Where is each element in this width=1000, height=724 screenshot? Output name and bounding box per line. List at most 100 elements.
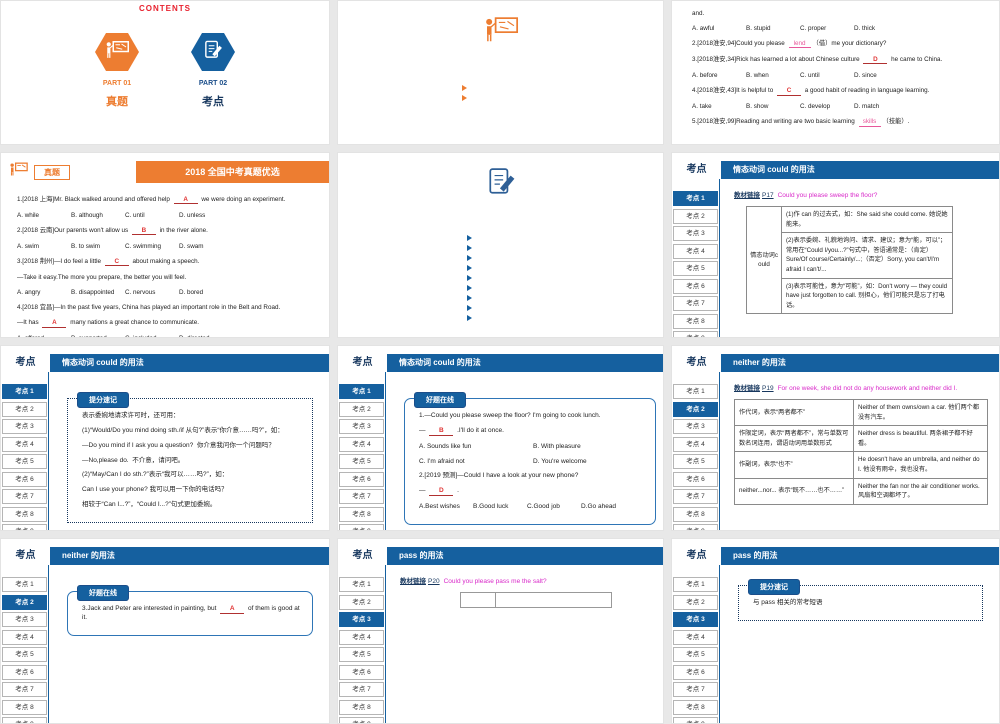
sidebar-item-kaodian[interactable]: 考点 2 — [2, 401, 47, 417]
sidebar-item-kaodian[interactable]: 考点 5 — [673, 454, 718, 469]
sidebar-item-kaodian[interactable]: 考点 8 — [2, 699, 47, 715]
sidebar-item-kaodian[interactable]: 考点 4 — [2, 436, 47, 452]
sidebar-item-kaodian[interactable]: 考点 3 — [339, 419, 384, 434]
option-a: A.Best wishes — [419, 503, 460, 511]
sidebar-item-kaodian[interactable]: 考点 1 — [673, 577, 718, 592]
text-line: A. angry B. disappointed C. nervous D. bore… — [17, 289, 321, 296]
sidebar-item-label: 考点 7 — [15, 493, 34, 500]
sidebar-item-kaodian[interactable]: 考点 9 — [673, 524, 718, 530]
sidebar-item-kaodian[interactable]: 考点 5 — [339, 454, 384, 469]
sidebar-item-kaodian[interactable]: 考点 4 — [673, 243, 718, 259]
note-text: 表示委婉地请求许可时，还可用： — [82, 412, 180, 419]
sidebar-item-kaodian[interactable]: 考点 7 — [2, 682, 47, 697]
sidebar-item-kaodian[interactable]: 考点 9 — [673, 717, 718, 723]
could-usage-table: 情态动词could (1)作 can 的过去式，如：She said she c… — [746, 206, 953, 315]
sidebar-item-kaodian[interactable]: 考点 8 — [339, 506, 384, 522]
sidebar-item-kaodian[interactable]: 考点 8 — [2, 506, 47, 522]
sidebar-item-kaodian[interactable]: 考点 7 — [339, 682, 384, 697]
table-row: (3)表示可能性，意为“可能”，如：Don't worry — they cou… — [782, 279, 952, 314]
sidebar-item-kaodian[interactable]: 考点 7 — [2, 489, 47, 504]
part1-block[interactable]: PART 01 真题 — [95, 33, 139, 109]
sidebar-item-kaodian[interactable]: 考点 5 — [673, 647, 718, 662]
sidebar-item-kaodian[interactable]: 考点 6 — [2, 471, 47, 487]
kaodian-header: 考点 neither 的用法 — [1, 547, 329, 565]
sidebar-item-kaodian[interactable]: 考点 9 — [2, 524, 47, 530]
slide-divider-part2[interactable] — [337, 152, 664, 338]
sidebar-item-kaodian[interactable]: 考点 1 — [339, 577, 384, 592]
sidebar-item-label: 考点 4 — [686, 440, 705, 448]
sidebar-item-kaodian[interactable]: 考点 4 — [673, 436, 718, 452]
sidebar-item-kaodian[interactable]: 考点 8 — [673, 506, 718, 522]
sidebar-item-kaodian[interactable]: 考点 2 — [2, 594, 47, 610]
sidebar-item-kaodian[interactable]: 考点 3 — [673, 419, 718, 434]
slide-could-haoti[interactable]: 考点 情态动词 could 的用法 考点 1 考点 2 考点 3 考点 4 考点 5 考点… — [337, 345, 664, 531]
triangle-bullet-icon — [467, 235, 472, 241]
text-line: 3.[2018淮安,34]Rick has learned a lot abou… — [692, 56, 993, 65]
sidebar-item-kaodian[interactable]: 考点 9 — [2, 717, 47, 723]
sidebar-item-kaodian[interactable]: 考点 2 — [673, 401, 718, 417]
sidebar-item-kaodian[interactable]: 考点 5 — [339, 647, 384, 662]
answer-word: lend — [788, 40, 811, 49]
table-cell-example: Neither dress is beautiful. 两条裙子都不好看。 — [858, 430, 973, 447]
sidebar-item-kaodian[interactable]: 考点 6 — [673, 278, 718, 294]
slide-pass-textbook-link[interactable]: 考点 pass 的用法 考点 1 考点 2 考点 3 考点 4 考点 5 考点 6 考点 7… — [337, 538, 664, 724]
slide-content: 好题在线 1.—Could you please sweep the floor… — [386, 372, 663, 530]
slide-divider-part1[interactable] — [337, 0, 664, 145]
option-b: B. when — [746, 72, 769, 80]
sidebar-item-kaodian[interactable]: 考点 7 — [673, 296, 718, 311]
sidebar-item-kaodian[interactable]: 考点 1 — [2, 384, 47, 399]
slide-zhenti-2018[interactable]: 真题 2018 全国中考真题优选 1.[2018 上海]Mr. Black wa… — [0, 152, 330, 338]
sidebar-item-kaodian[interactable]: 考点 8 — [673, 313, 718, 329]
sidebar-item-kaodian[interactable]: 考点 3 — [339, 612, 384, 627]
sidebar-item-kaodian[interactable]: 考点 5 — [2, 647, 47, 662]
slide-pass-tifen[interactable]: 考点 pass 的用法 考点 1 考点 2 考点 3 考点 4 考点 5 考点 6 考点 7… — [671, 538, 1000, 724]
sidebar-item-kaodian[interactable]: 考点 9 — [673, 331, 718, 337]
sidebar-item-kaodian[interactable]: 考点 9 — [339, 524, 384, 530]
sidebar-item-kaodian[interactable]: 考点 1 — [673, 191, 718, 206]
slide-exam-continuation[interactable]: and. A. awful B. stupid C. proper D. thick … — [671, 0, 1000, 145]
kaodian-sidebar: 考点 1 考点 2 考点 3 考点 4 考点 5 考点 6 考点 7 考点 8 考点 9 — [1, 372, 49, 530]
sidebar-item-kaodian[interactable]: 考点 8 — [339, 699, 384, 715]
sidebar-item-kaodian[interactable]: 考点 7 — [339, 489, 384, 504]
question-text: we were doing an experiment. — [199, 196, 286, 203]
sidebar-item-kaodian[interactable]: 考点 5 — [673, 261, 718, 276]
slide-contents[interactable]: CONTENTS PART 01 真题 PART 02 考点 — [0, 0, 330, 145]
sidebar-item-kaodian[interactable]: 考点 4 — [339, 436, 384, 452]
sidebar-item-kaodian[interactable]: 考点 3 — [2, 419, 47, 434]
sidebar-item-kaodian[interactable]: 考点 1 — [339, 384, 384, 399]
sidebar-item-kaodian[interactable]: 考点 7 — [673, 682, 718, 697]
sidebar-item-kaodian[interactable]: 考点 2 — [673, 594, 718, 610]
note-text: (2)“May/Can I do sth.?”表示“我可以……吗?”，如： — [82, 471, 229, 479]
sidebar-item-kaodian[interactable]: 考点 3 — [2, 612, 47, 627]
sidebar-item-kaodian[interactable]: 考点 8 — [673, 699, 718, 715]
sidebar-item-kaodian[interactable]: 考点 7 — [673, 489, 718, 504]
text-line: 2.[2018 云南]Our parents won't allow us B … — [17, 227, 321, 236]
sidebar-item-kaodian[interactable]: 考点 5 — [2, 454, 47, 469]
sidebar-item-kaodian[interactable]: 考点 6 — [339, 664, 384, 680]
slide-could-textbook-link[interactable]: 考点 情态动词 could 的用法 考点 1 考点 2 考点 3 考点 4 考点 5 考点… — [671, 152, 1000, 338]
slide-could-tifen[interactable]: 考点 情态动词 could 的用法 考点 1 考点 2 考点 3 考点 4 考点 5 考点… — [0, 345, 330, 531]
sidebar-item-kaodian[interactable]: 考点 3 — [673, 226, 718, 241]
sidebar-item-kaodian[interactable]: 考点 6 — [339, 471, 384, 487]
sidebar-item-kaodian[interactable]: 考点 1 — [2, 577, 47, 592]
sidebar-item-kaodian[interactable]: 考点 9 — [339, 717, 384, 723]
answer-letter: C — [776, 87, 801, 96]
teacher-board-icon — [105, 40, 129, 65]
sidebar-item-kaodian[interactable]: 考点 4 — [339, 629, 384, 645]
sidebar-item-kaodian[interactable]: 考点 1 — [673, 384, 718, 399]
sidebar-item-kaodian[interactable]: 考点 6 — [673, 664, 718, 680]
sidebar-item-kaodian[interactable]: 考点 2 — [339, 594, 384, 610]
sidebar-item-kaodian[interactable]: 考点 2 — [339, 401, 384, 417]
triangle-bullet-icon — [467, 275, 472, 281]
sidebar-item-kaodian[interactable]: 考点 4 — [2, 629, 47, 645]
sidebar-item-kaodian[interactable]: 考点 6 — [673, 471, 718, 487]
sidebar-item-kaodian[interactable]: 考点 2 — [673, 208, 718, 224]
part2-block[interactable]: PART 02 考点 — [191, 33, 235, 109]
sidebar-item-kaodian[interactable]: 考点 6 — [2, 664, 47, 680]
option-c: C. included — [125, 335, 179, 337]
sidebar-item-label: 考点 9 — [686, 528, 704, 530]
slide-neither-haoti[interactable]: 考点 neither 的用法 考点 1 考点 2 考点 3 考点 4 考点 5 考点 6 考… — [0, 538, 330, 724]
sidebar-item-kaodian[interactable]: 考点 3 — [673, 612, 718, 627]
sidebar-item-kaodian[interactable]: 考点 4 — [673, 629, 718, 645]
